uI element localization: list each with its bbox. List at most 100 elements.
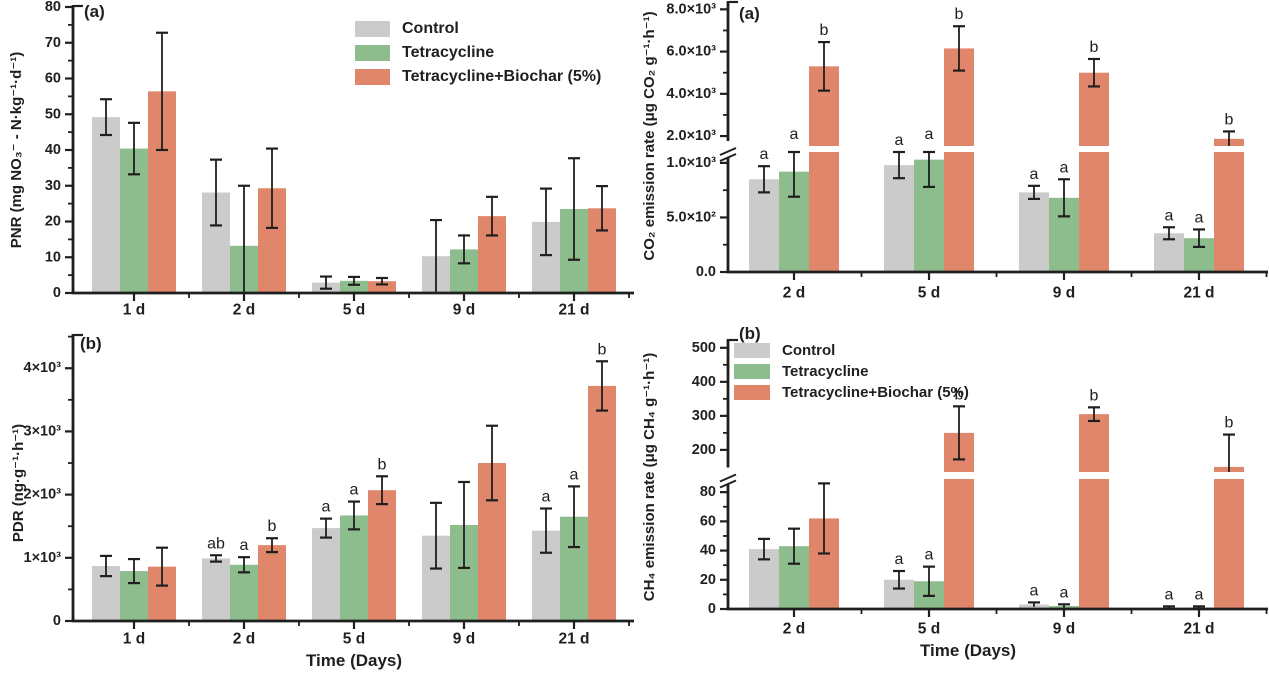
y-tick-label: 10 (45, 249, 61, 265)
bar (884, 165, 914, 272)
panel-label-pdr: (b) (80, 334, 102, 353)
legend-label: Tetracycline (402, 44, 495, 61)
x-category-label: 5 d (343, 631, 365, 648)
sig-letter: a (1060, 159, 1069, 176)
sig-letter: a (895, 551, 904, 568)
y-tick-label: 5.0×10² (666, 209, 716, 225)
panel-label-pnr: (a) (84, 2, 105, 21)
x-category-label: 2 d (233, 302, 255, 319)
legend-swatch-tetracycline (355, 45, 390, 61)
bar (368, 281, 396, 293)
bar-lower (1079, 479, 1109, 609)
y-tick-label: 20 (45, 214, 61, 230)
panel-label-ch4: (b) (739, 324, 761, 343)
legend-swatch-control (734, 343, 770, 358)
bar (312, 528, 340, 621)
x-category-label: 9 d (1053, 285, 1075, 302)
y-tick-label: 2×10³ (24, 487, 62, 503)
y-tick-label: 3×10³ (24, 423, 62, 439)
legend-label: Control (402, 20, 459, 37)
legend-label: Tetracycline (782, 363, 869, 380)
bar (368, 490, 396, 621)
bar (749, 179, 779, 272)
sig-letter: b (1225, 415, 1234, 432)
x-category-label: 21 d (1183, 621, 1214, 638)
axis-break-mark (719, 153, 737, 162)
y-tick-label: 1×10³ (24, 550, 62, 566)
chart-pnr: 0 10 20 30 40 50 60 70 80 1 d 2 d 5 d 9 d 21 d (45, 0, 634, 319)
y-tick-label: 300 (692, 408, 716, 424)
y-tick-label: 40 (700, 543, 716, 559)
x-axis-title-right: Time (Days) (919, 641, 1017, 660)
y-tick-label: 1.0×10³ (666, 155, 716, 171)
legend-item-tetracycline: Tetracycline (734, 363, 969, 380)
bar (1019, 192, 1049, 272)
y-tick-label: 4.0×10³ (666, 86, 716, 102)
bar (588, 385, 616, 621)
sig-letter: a (790, 126, 799, 143)
bar-lower (809, 152, 839, 272)
sig-letter: a (1060, 584, 1069, 601)
legend-swatch-control (355, 21, 390, 37)
x-category-label: 2 d (783, 621, 805, 638)
bar-lower (944, 479, 974, 609)
sig-letter: b (820, 22, 829, 39)
legend-item-tetracycline-biochar: Tetracycline+Biochar (5%) (734, 384, 969, 401)
x-category-label: 21 d (1183, 285, 1214, 302)
sig-letter: ab (207, 535, 225, 552)
sig-letter: b (955, 6, 964, 23)
y-tick-label: 8.0×10³ (666, 1, 716, 17)
y-tick-label: 0 (708, 601, 716, 617)
bar-lower (1214, 479, 1244, 609)
legend-item-control: Control (734, 342, 969, 359)
x-axis-title-left: Time (Days) (305, 651, 403, 670)
x-category-label: 5 d (918, 621, 940, 638)
sig-letter: b (955, 386, 964, 403)
y-tick-label: 400 (692, 374, 716, 390)
y-axis-title-ch4: CH₄ emission rate (μg CH₄ g⁻¹·h⁻¹) (641, 352, 658, 602)
y-tick-label: 0 (53, 285, 61, 301)
bar (258, 545, 286, 621)
legend-swatch-tetracycline-biochar (734, 385, 770, 400)
x-category-label: 9 d (453, 631, 475, 648)
legend-item-tetracycline-biochar: Tetracycline+Biochar (5%) (355, 68, 601, 86)
sig-letter: a (925, 126, 934, 143)
legend-label: Tetracycline+Biochar (5%) (402, 68, 602, 85)
legend-swatch-tetracycline (734, 364, 770, 379)
y-axis-title-pnr: PNR (mg NO₃⁻ - N·kg⁻¹·d⁻¹) (8, 51, 25, 249)
sig-letter: b (598, 341, 607, 358)
bar-lower (1214, 152, 1244, 272)
sig-letter: b (268, 518, 277, 535)
sig-letter: a (1030, 582, 1039, 599)
y-tick-label: 500 (692, 340, 716, 356)
x-category-label: 21 d (558, 631, 589, 648)
y-tick-label: 50 (45, 106, 61, 122)
x-category-label: 21 d (558, 302, 589, 319)
y-tick-label: 2.0×10³ (666, 128, 716, 144)
x-category-label: 2 d (233, 631, 255, 648)
legend-bottom-right: Control Tetracycline Tetracycline+Biocha… (734, 342, 969, 405)
y-tick-label: 0.0 (696, 264, 716, 280)
sig-letter: b (378, 456, 387, 473)
y-tick-label: 70 (45, 35, 61, 51)
sig-letter: a (542, 489, 551, 506)
y-tick-label: 20 (700, 572, 716, 588)
y-tick-label: 80 (700, 484, 716, 500)
y-tick-label: 60 (45, 71, 61, 87)
sig-letter: a (1195, 209, 1204, 226)
y-tick-label: 4×10³ (24, 360, 62, 376)
sig-letter: a (1165, 586, 1174, 603)
axis-break-mark (719, 473, 737, 483)
bar (230, 564, 258, 621)
bar (340, 515, 368, 621)
sig-letter: a (350, 482, 359, 499)
y-tick-label: 30 (45, 178, 61, 194)
sig-letter: a (760, 146, 769, 163)
bar (340, 280, 368, 293)
sig-letter: a (240, 537, 249, 554)
legend-item-tetracycline: Tetracycline (355, 44, 601, 62)
legend-label: Tetracycline+Biochar (5%) (782, 384, 969, 401)
